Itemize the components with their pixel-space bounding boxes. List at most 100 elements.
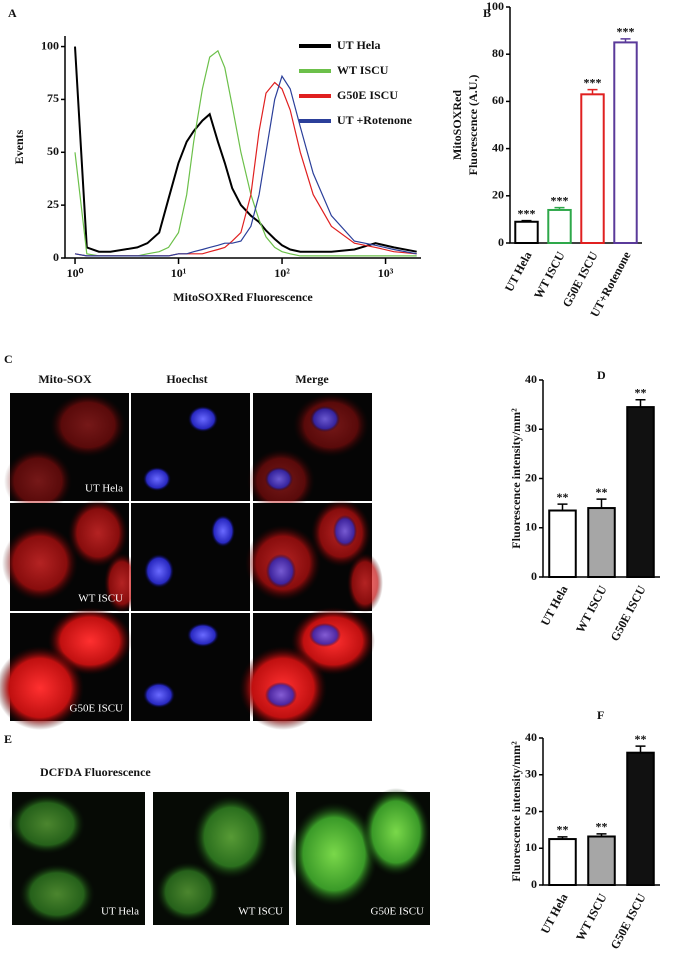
y-tick-label: 0 [531,569,537,583]
y-axis-label: Fluorescence intensity/mm² [509,408,523,549]
significance: ** [596,485,608,499]
column-header: Merge [295,372,329,386]
y-tick-label: 25 [47,197,59,211]
cell-label: UT Hela [101,906,139,918]
error-bar [587,88,598,95]
column-header: Hoechst [166,372,207,386]
cell [50,393,126,457]
y-tick-label: 40 [525,730,537,744]
micrograph [131,393,250,501]
cell-label: WT ISCU [78,593,123,605]
y-tick-label: 100 [486,0,504,13]
panel-label: A [8,6,17,20]
bar [587,507,616,578]
micrograph [247,393,372,513]
error-bar [596,833,607,837]
error-bar [557,836,568,840]
y-tick-label: 80 [492,46,504,60]
axes [64,36,421,259]
y-tick-label: 10 [525,520,537,534]
y-axis-label: Fluorescence (A.U.) [466,75,480,176]
y-tick-label: 40 [525,372,537,386]
y-tick-label: 10 [525,840,537,854]
y-tick-label: 100 [41,38,59,52]
cell [19,864,95,924]
error-bar [596,498,607,509]
column-header: Mito-SOX [38,372,92,386]
x-tick-label: UT Hela [538,891,571,936]
bar [547,208,572,245]
x-tick-label: 10¹ [171,266,187,280]
series-line [74,49,417,257]
y-tick-label: 75 [47,91,59,105]
micrograph: G50E ISCU [290,788,430,925]
nucleus [211,515,235,547]
nucleus [309,623,341,647]
x-tick-label: UT Hela [538,583,571,628]
cell [347,553,383,613]
x-tick-label: G50E ISCU [608,583,649,644]
x-tick-label: 10² [274,266,290,280]
nucleus [144,554,174,588]
nucleus [333,515,357,547]
cell [362,788,430,876]
y-tick-label: 30 [525,767,537,781]
y-tick-label: 0 [531,877,537,891]
y-tick-label: 40 [492,140,504,154]
micrograph: WT ISCU [153,792,289,925]
panel-label: C [4,352,13,366]
significance: ** [635,732,647,746]
y-tick-label: 0 [498,235,504,249]
y-tick-label: 20 [525,470,537,484]
legend-label: UT +Rotenone [337,113,413,127]
error-bar [521,219,532,222]
panel-label: E [4,732,12,746]
micrograph: WT ISCU [2,499,140,613]
y-axis-label: Fluorescence intensity/mm² [509,741,523,882]
cell [290,802,378,906]
x-tick-label: 10⁰ [67,266,84,280]
nucleus [188,406,218,432]
error-bar [557,503,568,511]
legend-label: WT ISCU [337,63,389,77]
legend-label: UT Hela [337,38,380,52]
y-tick-label: 20 [525,803,537,817]
image-background [131,503,250,611]
y-tick-label: 20 [492,188,504,202]
x-tick-label: WT ISCU [573,891,610,943]
significance: ** [596,820,608,834]
micrograph: G50E ISCU [0,607,132,730]
series-line [74,74,417,257]
bar [626,751,655,887]
cell [0,646,84,730]
cell [9,794,85,854]
x-tick-label: WT ISCU [531,249,568,301]
bar [548,509,577,579]
micrograph [245,499,383,613]
panel-title: DCFDA Fluorescence [40,765,151,779]
bar [626,406,655,578]
panel-label: D [597,368,606,382]
error-bar [635,398,646,408]
cell-label: WT ISCU [238,906,283,918]
bar [548,838,577,886]
axes [542,738,660,886]
micrograph [131,503,250,611]
significance: ** [635,385,647,399]
y-axis-label: Events [12,129,26,164]
nucleus [265,682,297,708]
significance: *** [617,25,635,39]
cell-label: G50E ISCU [371,906,425,918]
micrograph: UT Hela [4,393,129,513]
bar [514,220,539,244]
cell [4,449,72,513]
legend-label: G50E ISCU [337,88,398,102]
y-tick-label: 0 [53,250,59,264]
cell [193,795,269,879]
series-line [74,46,417,253]
nucleus [143,682,175,708]
significance: *** [518,206,536,220]
nucleus [265,467,293,491]
x-tick-label: G50E ISCU [608,891,649,952]
